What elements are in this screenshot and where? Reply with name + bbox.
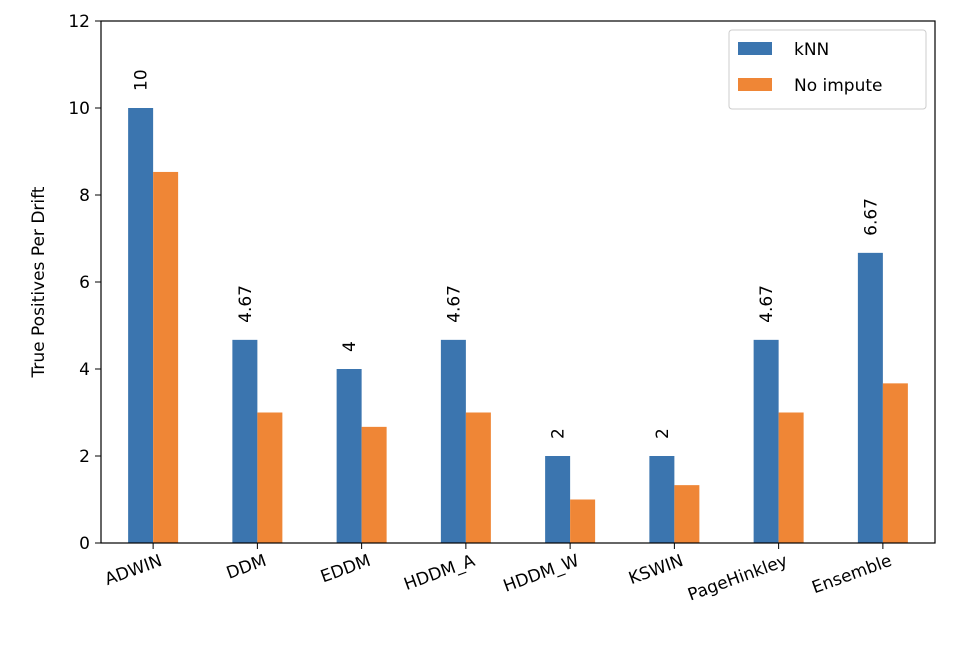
- bar-no-impute-hddm_a: [465, 412, 491, 543]
- y-tick-label-10: 10: [68, 99, 90, 119]
- bar-knn-hddm_w: [545, 456, 571, 543]
- y-tick-label-4: 4: [79, 360, 90, 380]
- data-labels-group: 10 4.67 4 4.67 2 2 4.67 6.67: [132, 69, 882, 439]
- bar-no-impute-eddm: [361, 426, 387, 543]
- legend-swatch-knn: [738, 42, 772, 55]
- data-label-hddm_a: 4.67: [444, 285, 464, 323]
- data-label-pagehinkley: 4.67: [757, 285, 777, 323]
- y-tick-label-8: 8: [79, 186, 90, 206]
- x-axis: ADWIN DDM EDDM HDDM_A HDDM_W KSWIN PageHinkley…: [102, 543, 895, 606]
- bar-no-impute-ddm: [257, 412, 283, 543]
- legend: kNN No impute: [728, 29, 927, 110]
- x-tick-label-ensemble: Ensemble: [809, 551, 894, 598]
- data-label-kswin: 2: [653, 428, 673, 439]
- bar-knn-kswin: [649, 456, 675, 543]
- data-label-ddm: 4.67: [236, 285, 256, 323]
- bar-no-impute-hddm_w: [570, 499, 596, 543]
- legend-swatch-no-impute: [738, 78, 772, 91]
- y-tick-label-2: 2: [79, 447, 90, 467]
- legend-box: [728, 29, 927, 110]
- bar-knn-eddm: [336, 369, 362, 543]
- y-axis-label: True Positives Per Drift: [29, 186, 49, 378]
- x-tick-label-kswin: KSWIN: [626, 551, 686, 589]
- x-tick-label-eddm: EDDM: [318, 551, 373, 587]
- y-tick-label-0: 0: [79, 534, 90, 554]
- bars-group: [128, 108, 908, 544]
- y-tick-label-12: 12: [68, 12, 90, 32]
- bar-no-impute-kswin: [674, 485, 700, 543]
- y-tick-label-6: 6: [79, 273, 90, 293]
- x-tick-label-adwin: ADWIN: [102, 551, 165, 590]
- data-label-hddm_w: 2: [549, 428, 569, 439]
- legend-label-no-impute: No impute: [794, 76, 883, 96]
- bar-knn-hddm_a: [440, 339, 466, 543]
- bar-knn-adwin: [128, 108, 154, 543]
- bar-no-impute-adwin: [153, 171, 179, 543]
- bar-knn-ddm: [232, 339, 258, 543]
- data-label-adwin: 10: [132, 69, 152, 91]
- data-label-eddm: 4: [340, 341, 360, 352]
- bar-no-impute-pagehinkley: [778, 412, 804, 543]
- bar-no-impute-ensemble: [882, 383, 908, 543]
- y-axis: 0 2 4 6 8 10 12: [68, 12, 101, 554]
- bar-knn-pagehinkley: [753, 339, 779, 543]
- x-tick-label-hddm_w: HDDM_W: [501, 551, 582, 597]
- bar-knn-ensemble: [857, 252, 883, 544]
- x-tick-label-ddm: DDM: [224, 551, 269, 584]
- x-tick-label-hddm_a: HDDM_A: [401, 551, 478, 595]
- x-tick-label-pagehinkley: PageHinkley: [685, 551, 790, 606]
- data-label-ensemble: 6.67: [861, 198, 881, 236]
- legend-label-knn: kNN: [794, 40, 829, 60]
